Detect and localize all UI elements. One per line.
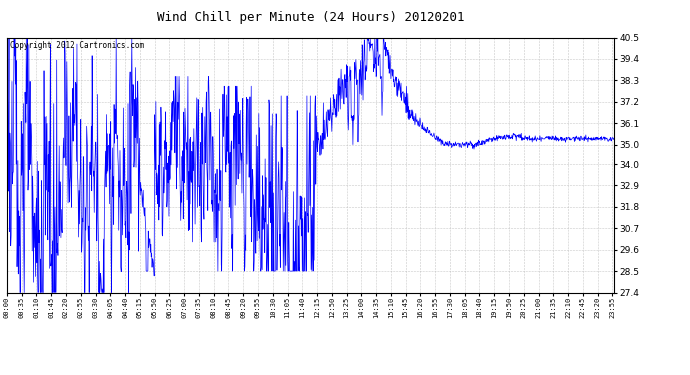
Text: Copyright 2012 Cartronics.com: Copyright 2012 Cartronics.com [10,41,144,50]
Text: Wind Chill per Minute (24 Hours) 20120201: Wind Chill per Minute (24 Hours) 2012020… [157,11,464,24]
